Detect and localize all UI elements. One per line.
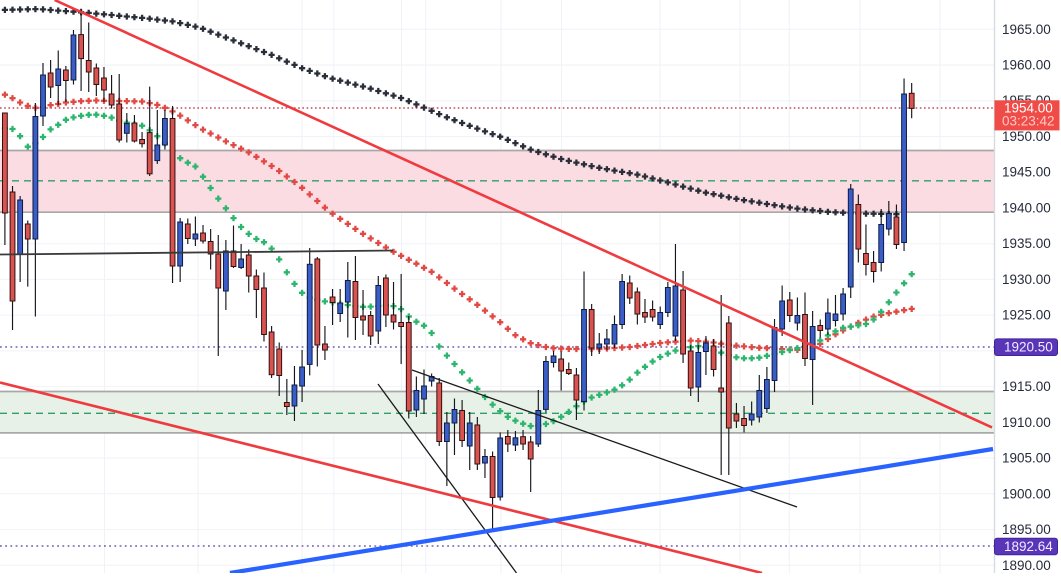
svg-text:1895.00: 1895.00 [1002, 522, 1051, 537]
svg-text:1890.00: 1890.00 [1002, 558, 1051, 573]
svg-text:1920.50: 1920.50 [1004, 340, 1053, 355]
svg-text:1935.00: 1935.00 [1002, 236, 1051, 251]
svg-text:1960.00: 1960.00 [1002, 58, 1051, 73]
svg-text:1905.00: 1905.00 [1002, 451, 1051, 466]
svg-text:03:23:42: 03:23:42 [1002, 114, 1055, 129]
svg-text:1910.00: 1910.00 [1002, 415, 1051, 430]
svg-text:1950.00: 1950.00 [1002, 129, 1051, 144]
svg-text:1965.00: 1965.00 [1002, 22, 1051, 37]
svg-text:1925.00: 1925.00 [1002, 308, 1051, 323]
svg-text:1945.00: 1945.00 [1002, 165, 1051, 180]
svg-text:1892.64: 1892.64 [1004, 539, 1053, 554]
svg-text:1915.00: 1915.00 [1002, 379, 1051, 394]
svg-text:1940.00: 1940.00 [1002, 200, 1051, 215]
svg-text:1930.00: 1930.00 [1002, 272, 1051, 287]
svg-text:1900.00: 1900.00 [1002, 486, 1051, 501]
